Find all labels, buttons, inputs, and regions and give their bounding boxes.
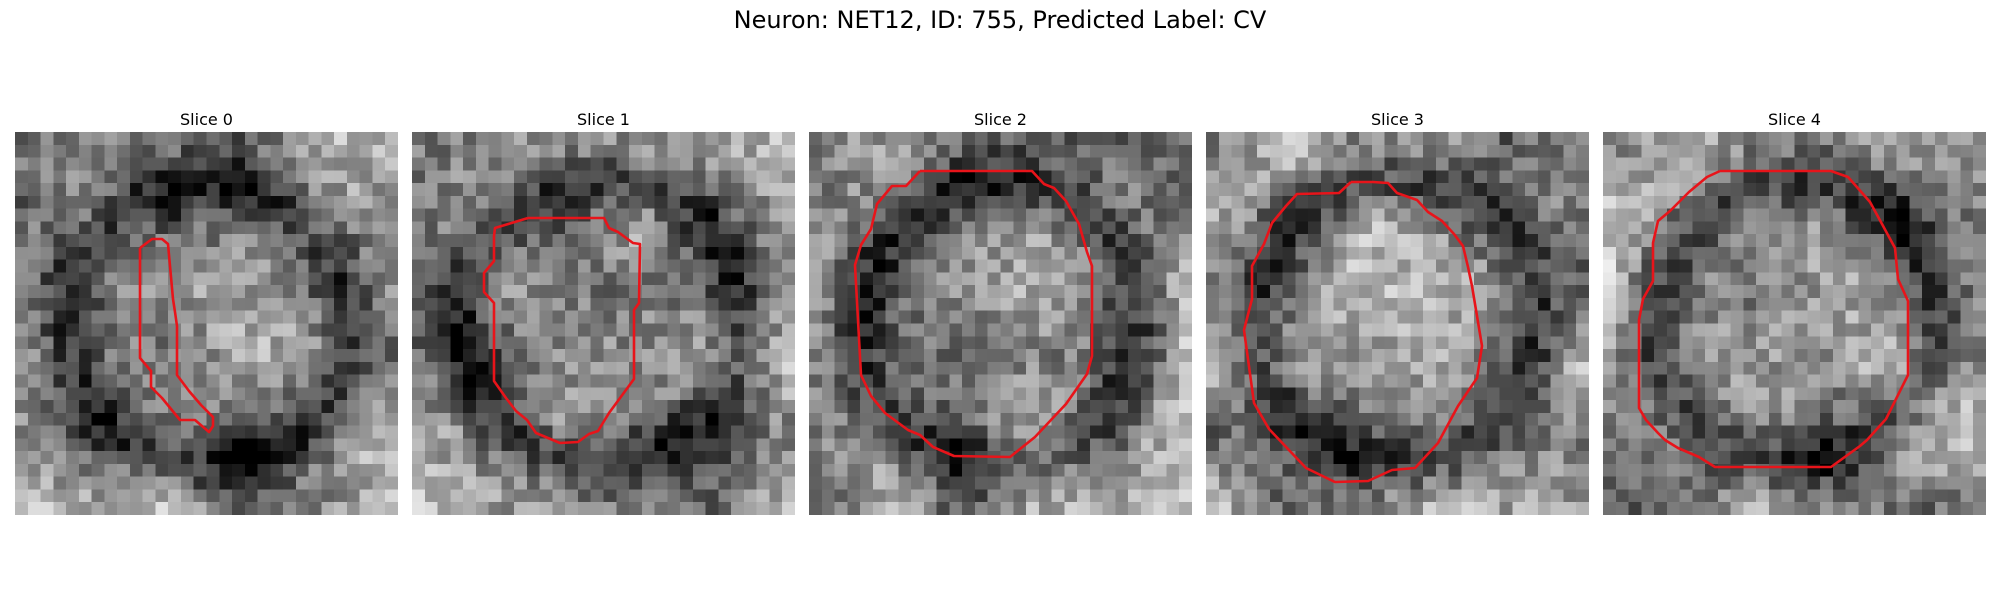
slice-panel-3: Slice 3 xyxy=(1206,108,1589,515)
slice-panel-4: Slice 4 xyxy=(1603,108,1986,515)
slice-image xyxy=(15,132,398,515)
neuron-contour xyxy=(138,237,215,434)
figure-title: Neuron: NET12, ID: 755, Predicted Label:… xyxy=(733,6,1267,34)
slice-image xyxy=(809,132,1192,515)
slice-title: Slice 1 xyxy=(577,110,630,129)
neuron-contour xyxy=(482,216,642,445)
neuron-contour xyxy=(1242,180,1484,484)
slice-title: Slice 3 xyxy=(1371,110,1424,129)
slice-panel-2: Slice 2 xyxy=(809,108,1192,515)
slice-image xyxy=(1206,132,1589,515)
slice-title: Slice 0 xyxy=(180,110,233,129)
slice-panel-0: Slice 0 xyxy=(15,108,398,515)
slice-image xyxy=(1603,132,1986,515)
slice-title: Slice 2 xyxy=(974,110,1027,129)
slice-image xyxy=(412,132,795,515)
neuron-contour xyxy=(1637,169,1910,469)
slice-panel-1: Slice 1 xyxy=(412,108,795,515)
neuron-contour xyxy=(853,169,1094,459)
slice-title: Slice 4 xyxy=(1768,110,1821,129)
